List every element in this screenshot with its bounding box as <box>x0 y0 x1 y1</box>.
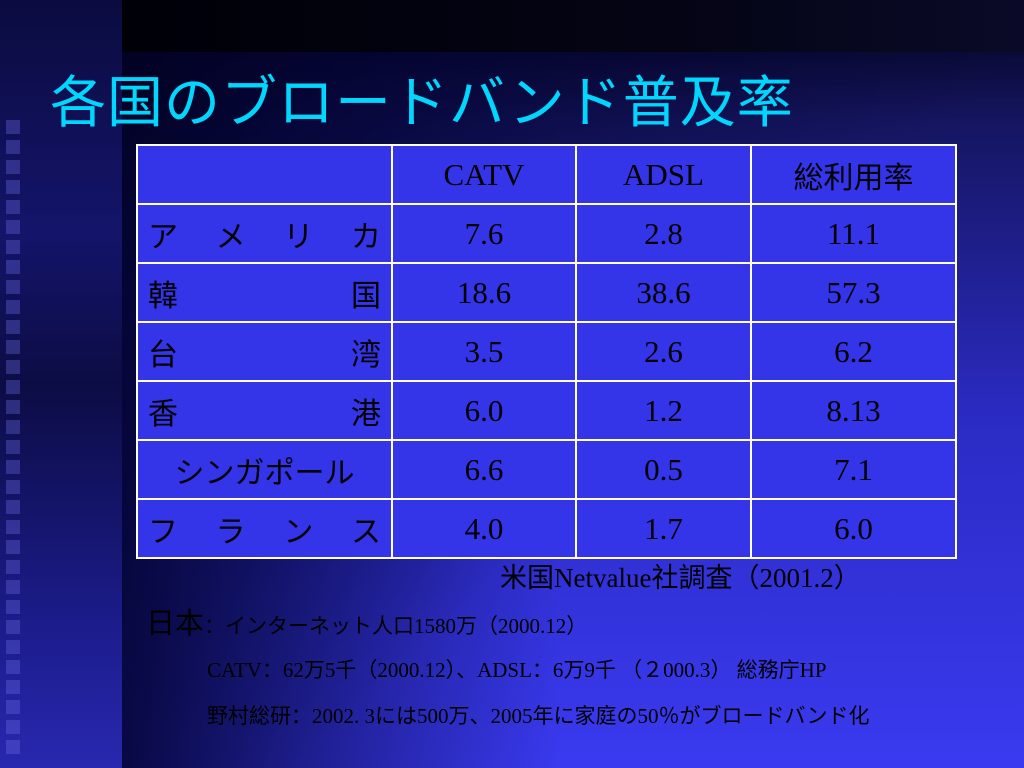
japan-label: 日本 <box>146 606 205 640</box>
table-row: 韓 国 18.6 38.6 57.3 <box>136 262 957 323</box>
country-cell: 香 港 <box>136 380 393 441</box>
table-row: フ ラ ン ス 4.0 1.7 6.0 <box>136 498 957 559</box>
total-cell: 7.1 <box>750 439 957 500</box>
table-header-row: CATV ADSL 総利用率 <box>136 144 957 205</box>
header-empty-cell <box>136 144 393 205</box>
adsl-cell: 2.8 <box>575 203 752 264</box>
table-row: シンガポール 6.6 0.5 7.1 <box>136 439 957 500</box>
header-adsl: ADSL <box>575 144 752 205</box>
country-cell: 韓 国 <box>136 262 393 323</box>
total-cell: 11.1 <box>750 203 957 264</box>
catv-cell: 6.6 <box>391 439 577 500</box>
total-cell: 6.0 <box>750 498 957 559</box>
adsl-cell: 38.6 <box>575 262 752 323</box>
catv-cell: 7.6 <box>391 203 577 264</box>
country-cell: ア メ リ カ <box>136 203 393 264</box>
catv-cell: 6.0 <box>391 380 577 441</box>
table-row: 香 港 6.0 1.2 8.13 <box>136 380 957 441</box>
decorative-dots <box>6 120 28 768</box>
total-cell: 6.2 <box>750 321 957 382</box>
adsl-cell: 2.6 <box>575 321 752 382</box>
adsl-cell: 0.5 <box>575 439 752 500</box>
japan-note: 日本：インターネット人口1580万（2000.12） <box>146 600 587 642</box>
catv-cell: 4.0 <box>391 498 577 559</box>
slide-title: 各国のブロードバンド普及率 <box>50 71 794 136</box>
country-cell: シンガポール <box>136 439 393 500</box>
catv-cell: 3.5 <box>391 321 577 382</box>
adsl-cell: 1.2 <box>575 380 752 441</box>
left-decorative-strip <box>0 0 122 768</box>
catv-adsl-note: CATV：62万5千（2000.12）、ADSL：6万9千 （２000.3） 総… <box>207 658 827 682</box>
source-note: 米国Netvalue社調査（2001.2） <box>500 563 861 593</box>
total-cell: 57.3 <box>750 262 957 323</box>
table-row: 台 湾 3.5 2.6 6.2 <box>136 321 957 382</box>
total-cell: 8.13 <box>750 380 957 441</box>
broadband-table: CATV ADSL 総利用率 ア メ リ カ 7.6 2.8 11.1 韓 国 … <box>136 144 957 559</box>
country-cell: フ ラ ン ス <box>136 498 393 559</box>
country-cell: 台 湾 <box>136 321 393 382</box>
adsl-cell: 1.7 <box>575 498 752 559</box>
table-row: ア メ リ カ 7.6 2.8 11.1 <box>136 203 957 264</box>
japan-internet-population: ：インターネット人口1580万（2000.12） <box>204 614 588 638</box>
catv-cell: 18.6 <box>391 262 577 323</box>
top-dark-band <box>122 0 1024 52</box>
header-catv: CATV <box>391 144 577 205</box>
nomura-note: 野村総研：2002. 3には500万、2005年に家庭の50％がブロードバンド化 <box>207 704 870 728</box>
header-total: 総利用率 <box>750 144 957 205</box>
